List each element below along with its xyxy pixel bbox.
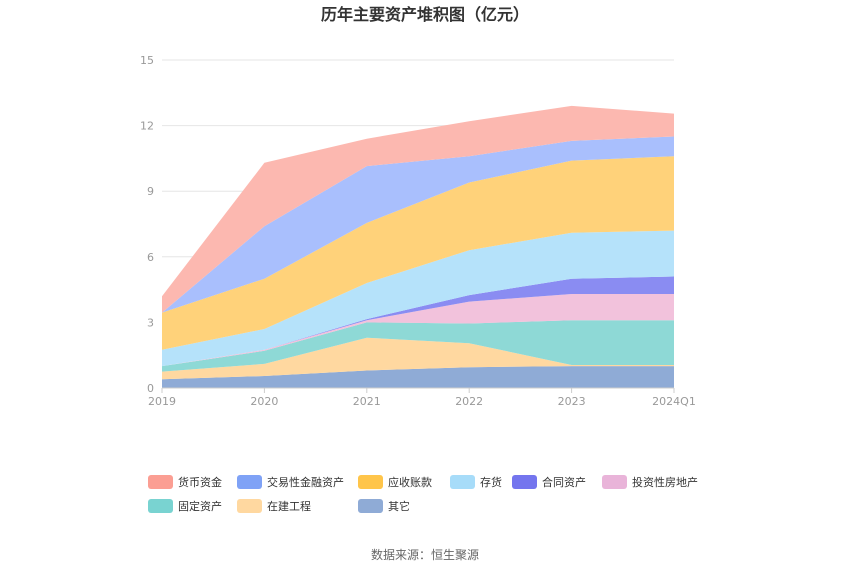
legend-swatch [237, 475, 262, 489]
area-series-3 [162, 294, 674, 367]
area-series-2 [162, 320, 674, 372]
x-tick-label: 2023 [558, 395, 586, 408]
x-tick-label: 2022 [455, 395, 483, 408]
legend-label: 其它 [388, 499, 410, 513]
legend-label: 货币资金 [178, 475, 222, 489]
area-series-6 [162, 156, 674, 350]
legend-label: 存货 [480, 475, 502, 489]
legend-swatch [148, 475, 173, 489]
legend-swatch [450, 475, 475, 489]
legend-item[interactable]: 货币资金 [148, 475, 222, 489]
legend-swatch [358, 475, 383, 489]
area-series [162, 105, 674, 388]
legend-label: 应收账款 [388, 475, 432, 489]
legend-item[interactable]: 合同资产 [512, 475, 586, 489]
legend-swatch [602, 475, 627, 489]
legend-item[interactable]: 应收账款 [358, 475, 432, 489]
legend-item[interactable]: 在建工程 [237, 499, 311, 513]
x-tick-label: 2020 [250, 395, 278, 408]
legend-item[interactable]: 交易性金融资产 [237, 475, 344, 489]
legend-label: 在建工程 [267, 499, 311, 513]
y-tick-label: 3 [147, 316, 154, 329]
legend-item[interactable]: 投资性房地产 [602, 475, 698, 489]
chart-title: 历年主要资产堆积图（亿元） [321, 5, 529, 24]
x-tick-label: 2024Q1 [652, 395, 696, 408]
source-note: 数据来源：恒生聚源 [371, 547, 479, 562]
area-series-0 [162, 366, 674, 388]
y-tick-label: 15 [140, 54, 154, 67]
area-series-1 [162, 337, 674, 380]
legend-label: 投资性房地产 [632, 475, 698, 489]
area-series-4 [162, 276, 674, 367]
legend-item[interactable]: 存货 [450, 475, 502, 489]
area-series-5 [162, 230, 674, 367]
legend-label: 合同资产 [542, 475, 586, 489]
legend-swatch [512, 475, 537, 489]
y-tick-label: 9 [147, 185, 154, 198]
legend-swatch [148, 499, 173, 513]
legend-item[interactable]: 其它 [358, 499, 410, 513]
legend-label: 交易性金融资产 [267, 475, 344, 489]
y-tick-label: 0 [147, 382, 154, 395]
area-series-8 [162, 105, 674, 313]
legend-swatch [237, 499, 262, 513]
x-tick-label: 2019 [148, 395, 176, 408]
legend-label: 固定资产 [178, 499, 222, 513]
x-tick-label: 2021 [353, 395, 381, 408]
y-tick-label: 6 [147, 251, 154, 264]
axes: 0 3 6 9 12 15 2019 2020 2021 2022 2023 2024Q1 [140, 54, 696, 408]
area-series-7 [162, 136, 674, 313]
y-tick-label: 12 [140, 120, 154, 133]
legend-item[interactable]: 固定资产 [148, 499, 222, 513]
legend-swatch [358, 499, 383, 513]
